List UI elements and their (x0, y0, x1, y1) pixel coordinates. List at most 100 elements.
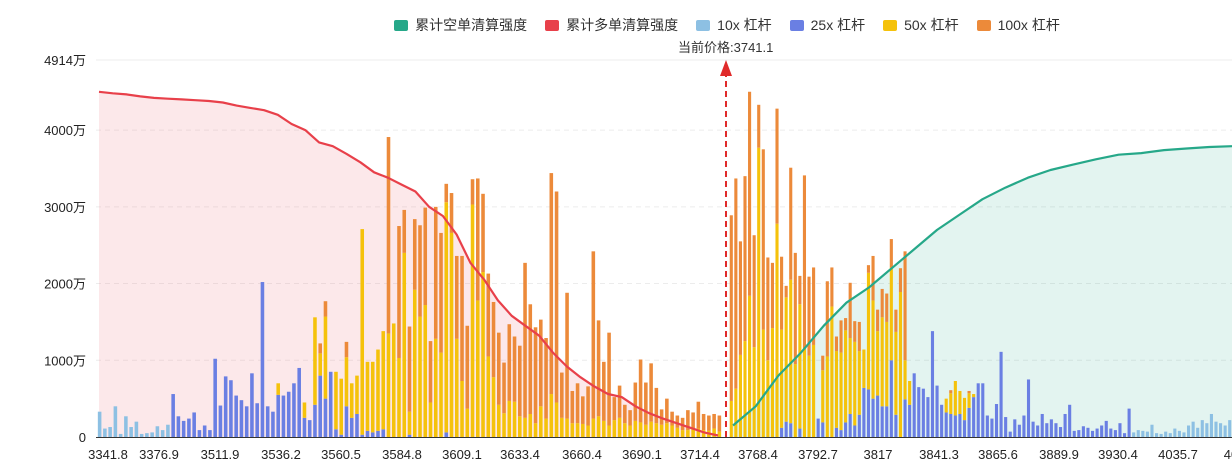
bar-right-50x (812, 344, 816, 437)
bar-left-100x (433, 206, 438, 339)
bar-right-50x (908, 380, 912, 405)
bar-right-100x (734, 178, 738, 389)
legend-item-100x[interactable]: 100x 杠杆 (976, 15, 1060, 35)
bar-left-50x (470, 204, 475, 437)
bar-left-25x (229, 380, 233, 437)
y-tick-label: 2000万 (44, 277, 86, 292)
bar-right-10x (1191, 421, 1195, 437)
bar-left-50x (686, 430, 690, 437)
bar-right-50x (967, 393, 971, 408)
bar-left-25x (286, 391, 291, 437)
bar-right-100x (857, 321, 861, 352)
bar-left-25x (187, 418, 191, 437)
x-tick-label: 3930.4 (1098, 447, 1138, 462)
bar-left-50x (675, 427, 680, 437)
legend-item-10x[interactable]: 10x 杠杆 (696, 15, 772, 35)
legend-label-10x: 10x 杠杆 (717, 17, 772, 33)
bar-right-25x (1072, 430, 1076, 437)
bar-right-25x (1008, 431, 1012, 437)
x-tick-label: 3633.4 (500, 447, 540, 462)
bar-right-100x (876, 309, 880, 332)
bar-left-50x (665, 423, 669, 437)
bar-right-25x (894, 414, 898, 437)
bar-right-100x (880, 288, 884, 318)
bar-right-100x (743, 176, 747, 342)
x-tick-label: 3690.1 (622, 447, 662, 462)
legend-label-50x: 50x 杠杆 (904, 17, 959, 33)
bar-left-100x (654, 387, 659, 424)
bar-right-100x (866, 265, 871, 273)
bar-right-25x (1045, 423, 1049, 437)
x-tick-label: 3584.8 (382, 447, 422, 462)
bar-right-25x (949, 413, 953, 437)
x-tick-label: 3817 (864, 447, 893, 462)
legend-item-short-cumulative[interactable]: 累计空单清算强度 (394, 15, 527, 35)
bar-right-100x (793, 252, 797, 365)
bar-right-100x (748, 91, 752, 296)
bar-left-50x (581, 423, 585, 437)
bar-left-50x (523, 417, 527, 437)
bar-left-50x (680, 430, 685, 437)
bar-right-25x (798, 428, 802, 437)
bar-left-50x (460, 380, 464, 437)
bar-right-10x (1200, 420, 1204, 437)
bar-left-25x (255, 403, 259, 437)
bar-left-100x (407, 326, 412, 412)
bar-right-25x (981, 383, 985, 437)
legend-item-long-cumulative[interactable]: 累计多单清算强度 (545, 15, 678, 35)
bar-left-50x (344, 357, 349, 407)
bar-right-100x (821, 355, 825, 371)
x-tick-label: 3841.3 (919, 447, 959, 462)
x-tick-label: 3341.8 (88, 447, 128, 462)
bar-right-50x (775, 223, 779, 437)
bar-right-50x (761, 329, 765, 437)
bar-left-50x (633, 420, 638, 437)
x-tick-label: 4035.7 (1158, 447, 1198, 462)
bar-left-50x (376, 349, 380, 431)
bar-right-50x (866, 272, 871, 390)
legend-item-50x[interactable]: 50x 杠杆 (883, 15, 959, 35)
bar-right-100x (848, 282, 852, 339)
bar-right-10x (1196, 427, 1200, 437)
bar-left-50x (701, 430, 706, 437)
bar-left-25x (250, 373, 254, 437)
bar-left-50x (554, 402, 559, 437)
bar-right-25x (885, 406, 889, 437)
bar-right-25x (857, 414, 861, 437)
bar-right-100x (889, 239, 893, 268)
bar-right-10x (1164, 431, 1168, 437)
bar-right-10x (1205, 423, 1209, 437)
bar-right-25x (1118, 423, 1122, 437)
bar-right-10x (1155, 433, 1159, 437)
bar-left-100x (454, 255, 459, 339)
bar-right-25x (935, 385, 939, 437)
bar-right-10x (1209, 413, 1213, 437)
bar-right-50x (825, 356, 829, 437)
bar-left-25x (370, 432, 375, 437)
bar-right-100x (766, 257, 770, 361)
bar-left-25x (313, 404, 317, 437)
bar-left-25x (192, 412, 196, 437)
bar-right-25x (1017, 424, 1021, 437)
y-tick-label: 4000万 (44, 123, 86, 138)
bar-left-50x (596, 416, 601, 437)
bar-left-10x (124, 416, 128, 437)
legend-item-25x[interactable]: 25x 杠杆 (789, 15, 865, 35)
bar-left-50x (602, 420, 606, 437)
bar-left-100x (528, 304, 533, 414)
bar-left-50x (418, 316, 422, 437)
legend-swatch-10x (696, 19, 711, 31)
bar-left-50x (407, 411, 412, 435)
bar-left-50x (491, 377, 496, 437)
bar-right-100x (812, 267, 816, 345)
bar-right-25x (853, 425, 857, 437)
y-tick-label: 4914万 (44, 53, 86, 68)
bar-left-50x (659, 424, 664, 437)
bar-right-100x (830, 267, 834, 307)
bar-left-100x (412, 219, 417, 290)
bar-left-50x (586, 425, 590, 437)
bar-right-100x (798, 275, 802, 305)
bar-right-100x (825, 281, 829, 357)
bar-left-100x (686, 410, 690, 431)
legend-swatch-50x (883, 19, 898, 31)
